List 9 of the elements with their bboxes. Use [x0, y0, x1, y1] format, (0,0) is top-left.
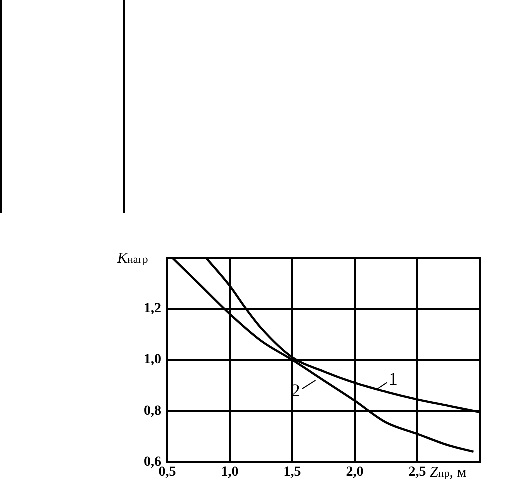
y-tick-label: 1,2 [144, 302, 162, 317]
x-tick-label: 2,5 [408, 465, 426, 480]
legend-label: 1 [388, 369, 398, 390]
x-tick-label: 1,0 [221, 465, 239, 480]
y-tick-label: 1,0 [144, 352, 162, 368]
x-tick-label: 0,5 [158, 465, 176, 480]
y-tick-label: 0,8 [144, 404, 162, 419]
x-tick-label: 2,0 [346, 465, 364, 480]
x-tick-label: 1,5 [284, 465, 302, 480]
